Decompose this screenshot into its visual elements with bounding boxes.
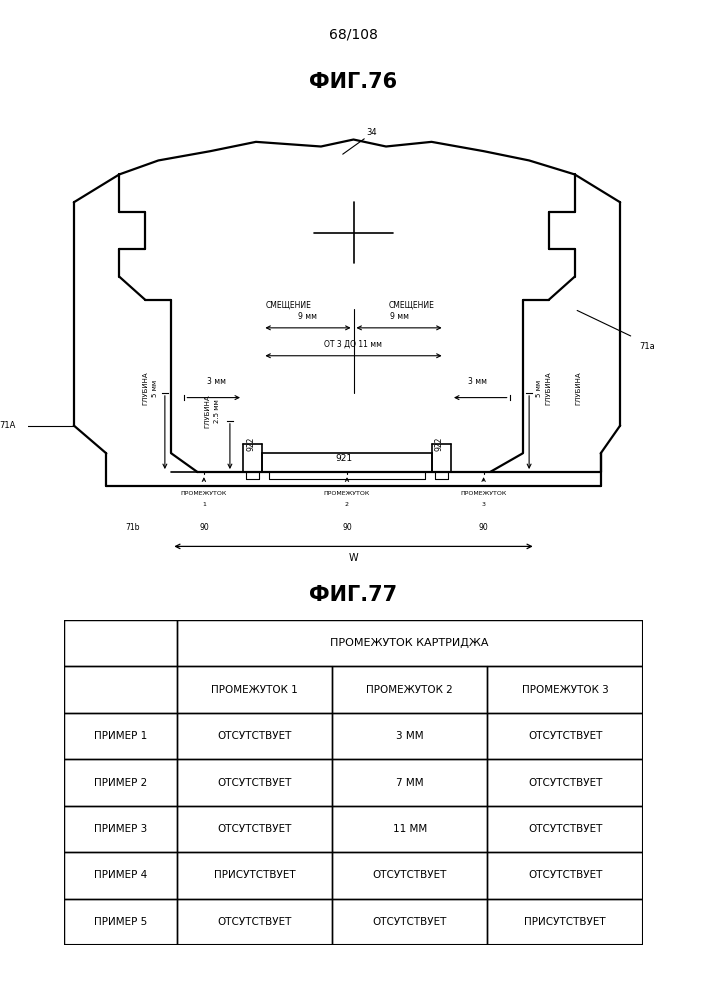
Bar	[64, 759, 177, 806]
Text: W: W	[349, 553, 358, 563]
Bar	[177, 713, 332, 759]
Bar	[332, 806, 487, 852]
Text: ОТСУТСТВУЕТ: ОТСУТСТВУЕТ	[528, 870, 602, 880]
Text: СМЕЩЕНИЕ: СМЕЩЕНИЕ	[389, 300, 435, 309]
Text: 71а: 71а	[640, 342, 655, 351]
Text: ПРИМЕР 2: ПРИМЕР 2	[93, 778, 147, 788]
Text: ОТСУТСТВУЕТ: ОТСУТСТВУЕТ	[528, 731, 602, 741]
Bar	[64, 666, 177, 713]
Text: 2: 2	[345, 502, 349, 507]
Text: ГЛУБИНА: ГЛУБИНА	[575, 371, 581, 405]
Bar	[487, 806, 643, 852]
Bar	[177, 666, 332, 713]
Text: 5 мм: 5 мм	[536, 380, 542, 397]
Text: ГЛУБИНА: ГЛУБИНА	[546, 371, 551, 405]
Bar	[332, 759, 487, 806]
Text: 3 мм: 3 мм	[207, 377, 226, 386]
Text: 11 ММ: 11 ММ	[392, 824, 427, 834]
Text: ОТСУТСТВУЕТ: ОТСУТСТВУЕТ	[217, 778, 291, 788]
Text: ПРИСУТСТВУЕТ: ПРИСУТСТВУЕТ	[525, 917, 606, 927]
Bar	[177, 620, 643, 666]
Bar	[177, 806, 332, 852]
Bar	[487, 899, 643, 945]
Text: 71А: 71А	[0, 421, 16, 430]
Text: ПРИМЕР 5: ПРИМЕР 5	[93, 917, 147, 927]
Bar	[177, 852, 332, 899]
Bar	[332, 713, 487, 759]
Text: 90: 90	[342, 523, 352, 532]
Text: 3 ММ: 3 ММ	[396, 731, 423, 741]
Text: ПРОМЕЖУТОК 2: ПРОМЕЖУТОК 2	[366, 685, 453, 695]
Text: ОТ 3 ДО 11 мм: ОТ 3 ДО 11 мм	[325, 340, 382, 349]
Bar	[64, 620, 177, 666]
Bar	[332, 899, 487, 945]
Text: 3 мм: 3 мм	[467, 377, 486, 386]
Text: 1: 1	[202, 502, 206, 507]
Text: ГЛУБИНА: ГЛУБИНА	[204, 395, 210, 428]
Text: ПРИМЕР 3: ПРИМЕР 3	[93, 824, 147, 834]
Text: ГЛУБИНА: ГЛУБИНА	[142, 371, 148, 405]
Bar	[177, 899, 332, 945]
Text: 90: 90	[479, 523, 489, 532]
Text: ПРОМЕЖУТОК 3: ПРОМЕЖУТОК 3	[522, 685, 609, 695]
Text: ОТСУТСТВУЕТ: ОТСУТСТВУЕТ	[528, 778, 602, 788]
Text: 90: 90	[199, 523, 209, 532]
Text: 5 мм: 5 мм	[152, 380, 158, 397]
Text: 921: 921	[335, 454, 352, 463]
Text: 9 мм: 9 мм	[390, 312, 409, 321]
Text: 9 мм: 9 мм	[298, 312, 317, 321]
Text: 7 ММ: 7 ММ	[396, 778, 423, 788]
Text: 34: 34	[366, 128, 377, 137]
Text: ПРИСУТСТВУЕТ: ПРИСУТСТВУЕТ	[214, 870, 296, 880]
Text: 922: 922	[246, 437, 255, 451]
Bar	[64, 806, 177, 852]
Text: ПРОМЕЖУТОК: ПРОМЕЖУТОК	[324, 491, 370, 496]
Text: ОТСУТСТВУЕТ: ОТСУТСТВУЕТ	[217, 824, 291, 834]
Bar	[487, 713, 643, 759]
Bar	[64, 852, 177, 899]
Bar	[487, 852, 643, 899]
Bar	[487, 666, 643, 713]
Bar	[64, 713, 177, 759]
Text: ПРИМЕР 1: ПРИМЕР 1	[93, 731, 147, 741]
Text: ОТСУТСТВУЕТ: ОТСУТСТВУЕТ	[217, 917, 291, 927]
Text: ПРОМЕЖУТОК: ПРОМЕЖУТОК	[181, 491, 227, 496]
Text: СМЕЩЕНИЕ: СМЕЩЕНИЕ	[266, 300, 311, 309]
Text: 2.5 мм: 2.5 мм	[214, 400, 220, 423]
Text: ПРОМЕЖУТОК 1: ПРОМЕЖУТОК 1	[211, 685, 298, 695]
Bar	[487, 759, 643, 806]
Text: ПРОМЕЖУТОК КАРТРИДЖА: ПРОМЕЖУТОК КАРТРИДЖА	[330, 638, 489, 648]
Bar	[332, 666, 487, 713]
Bar	[177, 759, 332, 806]
Text: 68/108: 68/108	[329, 28, 378, 42]
Text: ПРИМЕР 4: ПРИМЕР 4	[93, 870, 147, 880]
Text: 3: 3	[481, 502, 486, 507]
Text: ФИГ.76: ФИГ.76	[310, 72, 397, 92]
Text: ОТСУТСТВУЕТ: ОТСУТСТВУЕТ	[528, 824, 602, 834]
Bar	[332, 852, 487, 899]
Text: ФИГ.77: ФИГ.77	[310, 585, 397, 605]
Text: ПРОМЕЖУТОК: ПРОМЕЖУТОК	[460, 491, 507, 496]
Text: 71b: 71b	[125, 523, 139, 532]
Bar	[64, 899, 177, 945]
Text: ОТСУТСТВУЕТ: ОТСУТСТВУЕТ	[373, 917, 447, 927]
Text: 922: 922	[435, 437, 444, 451]
Text: ОТСУТСТВУЕТ: ОТСУТСТВУЕТ	[373, 870, 447, 880]
Text: ОТСУТСТВУЕТ: ОТСУТСТВУЕТ	[217, 731, 291, 741]
